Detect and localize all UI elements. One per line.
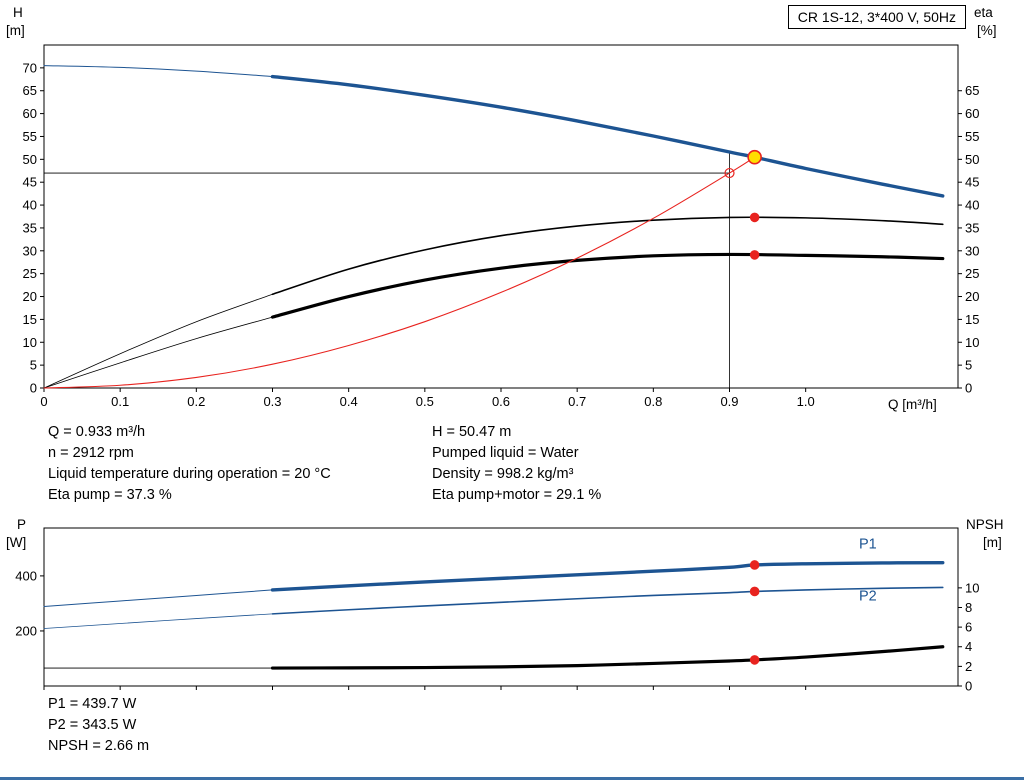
right-y-tick-label: 10 xyxy=(965,335,979,350)
p2-label: P2 xyxy=(859,589,877,605)
p2-curve xyxy=(271,586,944,615)
left-y-tick-label: 35 xyxy=(23,220,37,235)
left-y-tick-label: 20 xyxy=(23,289,37,304)
hq-chart-frame xyxy=(43,44,959,389)
right-y-tick-label: 55 xyxy=(965,129,979,144)
right-y-tick-label: 6 xyxy=(965,620,972,635)
power-info: P1 = 439.7 W P2 = 343.5 W NPSH = 2.66 m xyxy=(48,694,149,757)
left-y-tick-label: 55 xyxy=(23,129,37,144)
h-curve xyxy=(270,74,945,198)
p2-point[interactable] xyxy=(749,586,760,597)
info-line-speed: n = 2912 rpm xyxy=(48,445,134,461)
info-line-flow: Q = 0.933 m³/h xyxy=(48,424,146,440)
right-y-tick-label: 8 xyxy=(965,600,972,615)
right-y-tick-label: 50 xyxy=(965,152,979,167)
x-tick-label: 0.6 xyxy=(492,394,510,409)
right-y-tick-label: 30 xyxy=(965,243,979,258)
eta-pump-motor-point[interactable] xyxy=(749,250,760,260)
right-y-tick-label: 40 xyxy=(965,198,979,213)
left-y-tick-label: 60 xyxy=(23,106,37,121)
q-axis-label: Q [m³/h] xyxy=(888,397,937,412)
p1-point[interactable] xyxy=(749,560,760,570)
eta-pump-curve xyxy=(271,216,944,296)
left-y-tick-label: 25 xyxy=(23,266,37,281)
right-y-tick-label: 35 xyxy=(965,220,979,235)
right-y-tick-label: 4 xyxy=(965,639,972,654)
info-line-eta-pumpmotor: Eta pump+motor = 29.1 % xyxy=(432,487,602,503)
info-line-npsh: NPSH = 2.66 m xyxy=(48,738,150,754)
left-y-tick-label: 15 xyxy=(23,312,37,327)
npsh-point[interactable] xyxy=(749,655,760,665)
x-tick-label: 0.8 xyxy=(644,394,662,409)
p1-curve xyxy=(270,560,945,592)
h-axis-name: H xyxy=(13,5,23,20)
x-tick-label: 1.0 xyxy=(797,394,815,409)
p-axis-name: P xyxy=(17,517,27,532)
left-y-tick-label: 0 xyxy=(30,381,37,396)
x-tick-label: 0.5 xyxy=(416,394,434,409)
left-y-tick-label: 5 xyxy=(30,358,37,373)
left-y-tick-label: 40 xyxy=(23,198,37,213)
eta-pump-extension xyxy=(43,293,273,389)
right-y-tick-label: 25 xyxy=(965,266,979,281)
x-tick-label: 0.1 xyxy=(111,394,129,409)
info-line-temperature: Liquid temperature during operation = 20… xyxy=(48,466,331,482)
info-line-eta-pump: Eta pump = 37.3 % xyxy=(48,487,172,503)
eta-axis-name: eta xyxy=(974,5,993,20)
x-tick-label: 0.2 xyxy=(187,394,205,409)
eta-pump-motor-extension xyxy=(43,316,273,389)
power-chart-frame xyxy=(43,527,959,687)
left-y-tick-label: 400 xyxy=(15,568,37,583)
h-axis-unit: [m] xyxy=(6,23,25,38)
info-line-head: H = 50.47 m xyxy=(432,424,512,440)
x-tick-label: 0.3 xyxy=(263,394,281,409)
duty-info-left: Q = 0.933 m³/h n = 2912 rpm Liquid tempe… xyxy=(48,422,331,506)
duty-info-right: H = 50.47 m Pumped liquid = Water Densit… xyxy=(432,422,601,506)
h-curve-extension xyxy=(43,65,273,78)
x-tick-label: 0.9 xyxy=(720,394,738,409)
eta-axis-unit: [%] xyxy=(977,23,997,38)
right-y-tick-label: 0 xyxy=(965,679,972,694)
system-curve xyxy=(43,156,756,389)
x-tick-label: 0.4 xyxy=(340,394,358,409)
duty-point[interactable] xyxy=(724,167,735,179)
right-y-tick-label: 20 xyxy=(965,289,979,304)
right-y-tick-label: 65 xyxy=(965,83,979,98)
right-y-tick-label: 0 xyxy=(965,381,972,396)
right-y-tick-label: 45 xyxy=(965,175,979,190)
info-line-liquid: Pumped liquid = Water xyxy=(432,445,579,461)
eta-pump-motor-curve xyxy=(270,252,945,319)
p1-label: P1 xyxy=(859,536,877,552)
right-y-tick-label: 60 xyxy=(965,106,979,121)
left-y-tick-label: 65 xyxy=(23,83,37,98)
right-y-tick-label: 2 xyxy=(965,659,972,674)
right-y-tick-label: 5 xyxy=(965,358,972,373)
info-line-density: Density = 998.2 kg/m³ xyxy=(432,466,574,482)
x-tick-label: 0.7 xyxy=(568,394,586,409)
p1-extension xyxy=(43,589,273,607)
npsh-axis-unit: [m] xyxy=(983,535,1002,550)
left-y-tick-label: 70 xyxy=(23,60,37,75)
operating-point[interactable] xyxy=(747,149,762,165)
p-axis-unit: [W] xyxy=(6,535,27,550)
eta-pump-point[interactable] xyxy=(749,212,760,223)
left-y-tick-label: 50 xyxy=(23,152,37,167)
npsh-axis-name: NPSH xyxy=(966,517,1004,532)
bottom-accent-bar xyxy=(0,777,1024,780)
info-line-p2: P2 = 343.5 W xyxy=(48,717,137,733)
left-y-tick-label: 200 xyxy=(15,623,37,638)
right-y-tick-label: 10 xyxy=(965,580,979,595)
left-y-tick-label: 30 xyxy=(23,243,37,258)
npsh-curve xyxy=(270,645,945,670)
pump-title-box: CR 1S-12, 3*400 V, 50Hz xyxy=(787,5,966,29)
info-line-p1: P1 = 439.7 W xyxy=(48,696,137,712)
x-tick-label: 0 xyxy=(40,394,47,409)
left-y-tick-label: 45 xyxy=(23,175,37,190)
p2-extension xyxy=(43,613,273,629)
right-y-tick-label: 15 xyxy=(965,312,979,327)
left-y-tick-label: 10 xyxy=(23,335,37,350)
